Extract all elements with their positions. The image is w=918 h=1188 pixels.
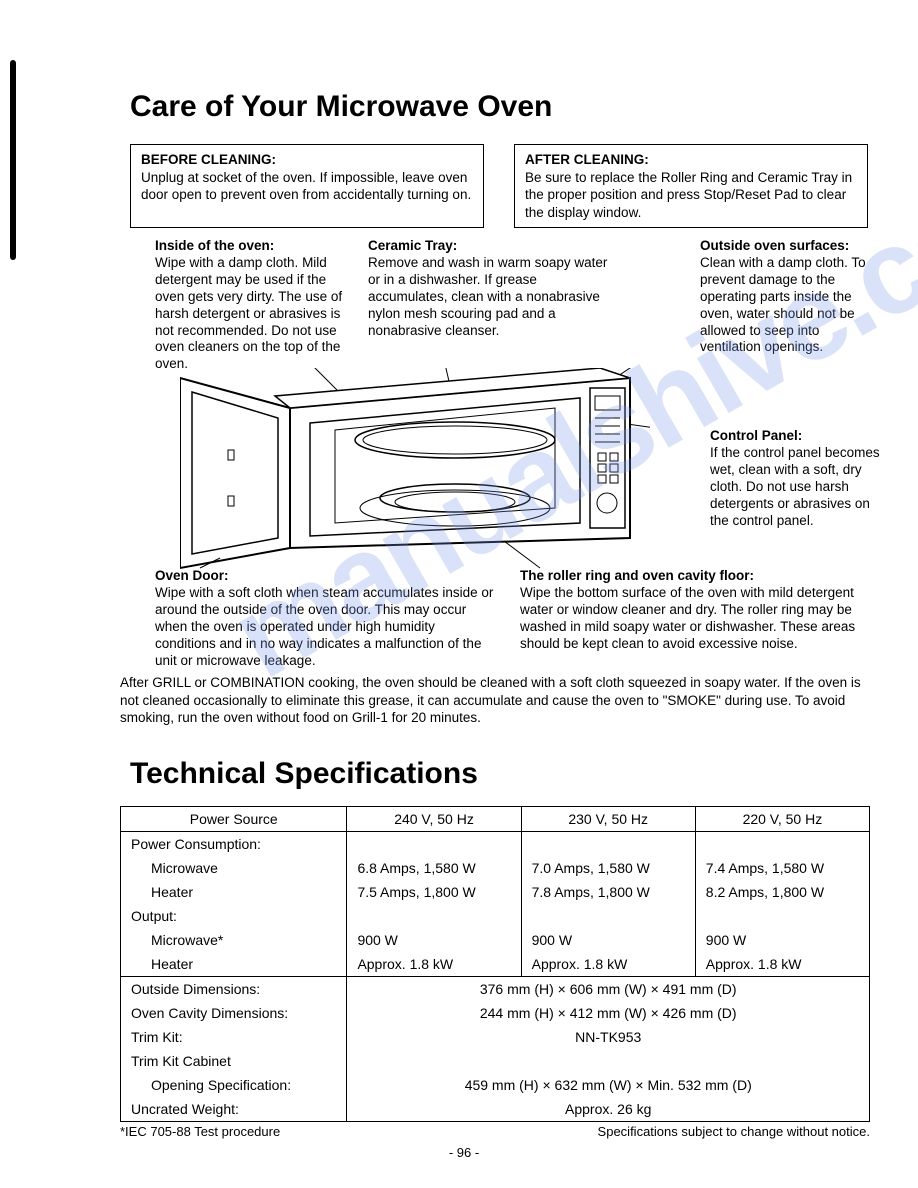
callout-ceramic: Ceramic Tray: Remove and wash in warm so…: [368, 238, 608, 339]
cell-empty: [347, 831, 521, 856]
before-cleaning-header: BEFORE CLEANING:: [141, 152, 276, 167]
heading-spec: Technical Specifications: [130, 757, 868, 791]
cell-out-ht-220: Approx. 1.8 kW: [695, 952, 869, 977]
cell-out-ht-230: Approx. 1.8 kW: [521, 952, 695, 977]
callout-inside-header: Inside of the oven:: [155, 238, 274, 253]
table-row: Uncrated Weight: Approx. 26 kg: [121, 1097, 870, 1122]
cell-230v: 230 V, 50 Hz: [521, 806, 695, 831]
cell-opening-spec-label: Opening Specification:: [121, 1073, 347, 1097]
cell-trim-kit-value: NN-TK953: [347, 1025, 870, 1049]
binding-mark: [10, 60, 16, 260]
before-cleaning-box: BEFORE CLEANING: Unplug at socket of the…: [130, 144, 484, 228]
cell-outside-dim-label: Outside Dimensions:: [121, 976, 347, 1001]
heading-care: Care of Your Microwave Oven: [130, 90, 868, 124]
cell-empty: [347, 1049, 870, 1073]
cell-power-source: Power Source: [121, 806, 347, 831]
cell-ht-240: 7.5 Amps, 1,800 W: [347, 880, 521, 904]
callout-ceramic-text: Remove and wash in warm soapy water or i…: [368, 255, 607, 338]
cell-out-mw-220: 900 W: [695, 928, 869, 952]
callout-inside-text: Wipe with a damp cloth. Mild detergent m…: [155, 255, 342, 371]
spec-table: Power Source 240 V, 50 Hz 230 V, 50 Hz 2…: [120, 806, 870, 1122]
cell-output-label: Output:: [121, 904, 347, 928]
cell-empty: [695, 831, 869, 856]
callout-panel-header: Control Panel:: [710, 428, 802, 443]
cell-uncrated-value: Approx. 26 kg: [347, 1097, 870, 1122]
table-row: Opening Specification: 459 mm (H) × 632 …: [121, 1073, 870, 1097]
grill-note: After GRILL or COMBINATION cooking, the …: [120, 674, 868, 727]
cell-empty: [695, 904, 869, 928]
cell-microwave-label: Microwave: [121, 856, 347, 880]
after-cleaning-header: AFTER CLEANING:: [525, 152, 649, 167]
page-number: - 96 -: [60, 1145, 868, 1160]
cell-empty: [347, 904, 521, 928]
before-cleaning-text: Unplug at socket of the oven. If impossi…: [141, 170, 471, 203]
callout-panel-text: If the control panel becomes wet, clean …: [710, 445, 880, 528]
cell-mw-240: 6.8 Amps, 1,580 W: [347, 856, 521, 880]
callout-outside-text: Clean with a damp cloth. To prevent dama…: [700, 255, 866, 354]
cell-out-mw-230: 900 W: [521, 928, 695, 952]
table-row: Microwave 6.8 Amps, 1,580 W 7.0 Amps, 1,…: [121, 856, 870, 880]
cell-trim-kit-label: Trim Kit:: [121, 1025, 347, 1049]
table-row: Output:: [121, 904, 870, 928]
after-cleaning-box: AFTER CLEANING: Be sure to replace the R…: [514, 144, 868, 228]
table-row: Heater 7.5 Amps, 1,800 W 7.8 Amps, 1,800…: [121, 880, 870, 904]
cleaning-boxes: BEFORE CLEANING: Unplug at socket of the…: [130, 144, 868, 228]
cell-opening-spec-value: 459 mm (H) × 632 mm (W) × Min. 532 mm (D…: [347, 1073, 870, 1097]
cell-out-mw-label: Microwave*: [121, 928, 347, 952]
cell-cavity-dim-label: Oven Cavity Dimensions:: [121, 1001, 347, 1025]
table-row: Power Source 240 V, 50 Hz 230 V, 50 Hz 2…: [121, 806, 870, 831]
table-row: Power Consumption:: [121, 831, 870, 856]
cell-ht-220: 8.2 Amps, 1,800 W: [695, 880, 869, 904]
manual-page: Care of Your Microwave Oven BEFORE CLEAN…: [0, 0, 918, 1188]
cell-out-ht-240: Approx. 1.8 kW: [347, 952, 521, 977]
cell-ht-230: 7.8 Amps, 1,800 W: [521, 880, 695, 904]
table-row: Trim Kit: NN-TK953: [121, 1025, 870, 1049]
footnote-row: *IEC 705-88 Test procedure Specification…: [120, 1124, 870, 1139]
microwave-illustration: [180, 368, 650, 608]
after-cleaning-text: Be sure to replace the Roller Ring and C…: [525, 170, 852, 220]
callout-panel: Control Panel: If the control panel beco…: [710, 428, 885, 529]
footnote-left: *IEC 705-88 Test procedure: [120, 1124, 280, 1139]
cell-out-mw-240: 900 W: [347, 928, 521, 952]
footnote-right: Specifications subject to change without…: [598, 1124, 870, 1139]
cell-outside-dim-value: 376 mm (H) × 606 mm (W) × 491 mm (D): [347, 976, 870, 1001]
cell-heater-label: Heater: [121, 880, 347, 904]
callout-outside-header: Outside oven surfaces:: [700, 238, 849, 253]
cell-uncrated-label: Uncrated Weight:: [121, 1097, 347, 1122]
cell-power-consumption: Power Consumption:: [121, 831, 347, 856]
cell-trim-cabinet-label: Trim Kit Cabinet: [121, 1049, 347, 1073]
callout-inside: Inside of the oven: Wipe with a damp clo…: [155, 238, 355, 373]
cell-220v: 220 V, 50 Hz: [695, 806, 869, 831]
diagram-zone: Inside of the oven: Wipe with a damp clo…: [100, 238, 868, 668]
table-row: Trim Kit Cabinet: [121, 1049, 870, 1073]
table-row: Oven Cavity Dimensions: 244 mm (H) × 412…: [121, 1001, 870, 1025]
cell-cavity-dim-value: 244 mm (H) × 412 mm (W) × 426 mm (D): [347, 1001, 870, 1025]
cell-empty: [521, 904, 695, 928]
callout-ceramic-header: Ceramic Tray:: [368, 238, 457, 253]
cell-mw-220: 7.4 Amps, 1,580 W: [695, 856, 869, 880]
callout-outside: Outside oven surfaces: Clean with a damp…: [700, 238, 880, 356]
cell-out-ht-label: Heater: [121, 952, 347, 977]
table-row: Outside Dimensions: 376 mm (H) × 606 mm …: [121, 976, 870, 1001]
table-row: Heater Approx. 1.8 kW Approx. 1.8 kW App…: [121, 952, 870, 977]
cell-240v: 240 V, 50 Hz: [347, 806, 521, 831]
table-row: Microwave* 900 W 900 W 900 W: [121, 928, 870, 952]
cell-empty: [521, 831, 695, 856]
cell-mw-230: 7.0 Amps, 1,580 W: [521, 856, 695, 880]
